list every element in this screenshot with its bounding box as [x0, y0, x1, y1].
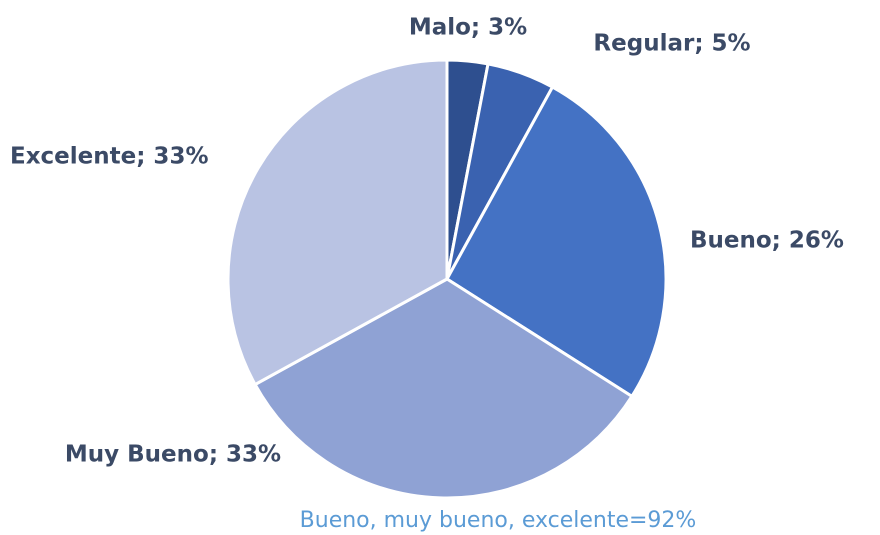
data-label: Malo; 3%	[409, 15, 527, 41]
pie	[226, 58, 668, 500]
data-label: Regular; 5%	[593, 31, 750, 57]
slice	[445, 85, 668, 399]
data-label: Bueno; 26%	[690, 228, 844, 254]
data-label: Muy Bueno; 33%	[65, 442, 281, 468]
data-label: Excelente; 33%	[10, 144, 209, 170]
annotation: Bueno, muy bueno, excelente=92%	[300, 508, 697, 533]
slice	[226, 58, 449, 387]
